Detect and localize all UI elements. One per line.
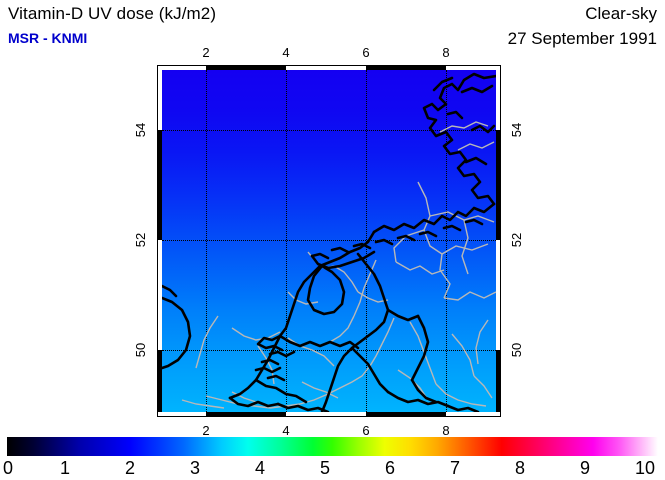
sky-condition-label: Clear-sky xyxy=(585,4,657,23)
y-tick-left-54: 54 xyxy=(133,122,148,138)
x-tick-bottom-6: 6 xyxy=(362,423,370,438)
colorbar-tick-2: 2 xyxy=(124,458,135,478)
axis-band-top xyxy=(162,66,496,70)
map-panel: 2 4 6 8 2 4 6 8 54 52 50 54 52 50 xyxy=(133,45,524,438)
axis-band-left xyxy=(158,70,162,412)
page-subtitle: MSR - KNMI xyxy=(8,30,88,46)
axis-band-right xyxy=(496,70,500,412)
x-tick-bottom-4: 4 xyxy=(282,423,290,438)
x-tick-bottom-2: 2 xyxy=(202,423,210,438)
internal-boundaries-layer xyxy=(181,121,496,409)
colorbar-tick-4: 4 xyxy=(254,458,265,478)
date-label: 27 September 1991 xyxy=(507,29,657,48)
colorbar-tick-6: 6 xyxy=(384,458,395,478)
colorbar-tick-1: 1 xyxy=(59,458,70,478)
colorbar-tick-10: 10 xyxy=(634,458,656,478)
x-tick-top-8: 8 xyxy=(442,45,450,60)
colorbar-tick-5: 5 xyxy=(319,458,330,478)
coastline-layer xyxy=(162,72,496,412)
y-tick-right-50: 50 xyxy=(509,342,524,358)
colorbar-tick-7: 7 xyxy=(449,458,460,478)
y-tick-right-54: 54 xyxy=(509,122,524,138)
uv-dose-field xyxy=(162,70,496,412)
colorbar-tick-9: 9 xyxy=(579,458,590,478)
y-tick-right-52: 52 xyxy=(509,232,524,248)
x-tick-bottom-8: 8 xyxy=(442,423,450,438)
axis-band-bottom xyxy=(162,412,496,416)
colorbar-tick-8: 8 xyxy=(514,458,525,478)
colorbar-tick-0: 0 xyxy=(2,458,13,478)
map-data-area xyxy=(162,70,496,412)
geography-overlay xyxy=(162,72,496,412)
x-tick-top-4: 4 xyxy=(282,45,290,60)
x-tick-top-6: 6 xyxy=(362,45,370,60)
colorbar-tick-3: 3 xyxy=(189,458,200,478)
x-tick-top-2: 2 xyxy=(202,45,210,60)
colorbar xyxy=(7,437,658,456)
y-tick-left-52: 52 xyxy=(133,232,148,248)
y-tick-left-50: 50 xyxy=(133,342,148,358)
page-title: Vitamin-D UV dose (kJ/m2) xyxy=(8,4,217,23)
